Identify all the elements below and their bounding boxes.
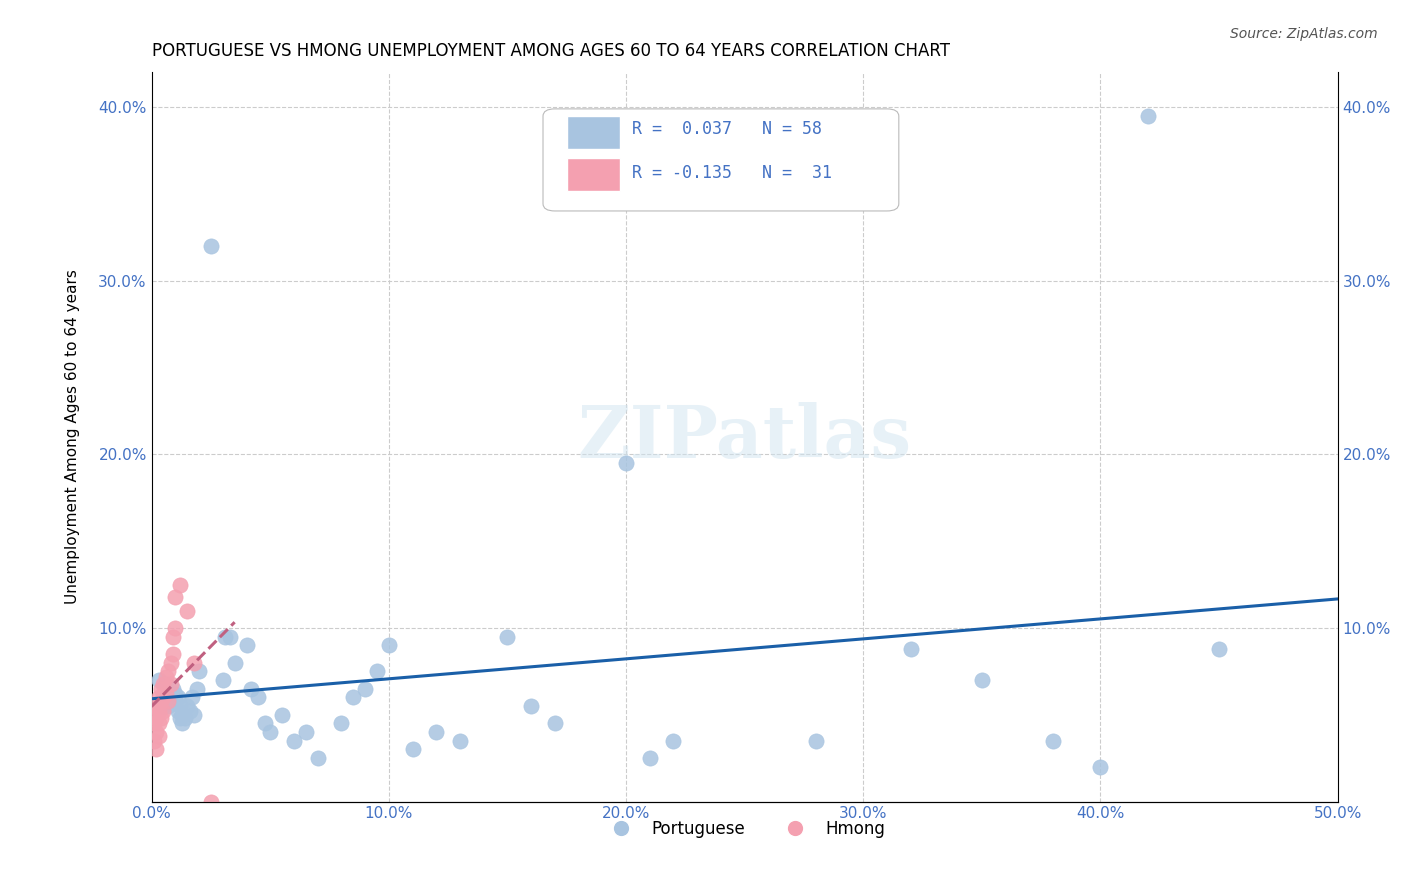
Point bbox=[150, 711, 173, 725]
Point bbox=[307, 751, 329, 765]
Point bbox=[152, 690, 174, 705]
Point bbox=[271, 707, 294, 722]
Point bbox=[188, 665, 211, 679]
Text: R =  0.037   N = 58: R = 0.037 N = 58 bbox=[631, 120, 823, 137]
FancyBboxPatch shape bbox=[567, 116, 620, 149]
Point bbox=[152, 699, 174, 714]
Point bbox=[162, 694, 184, 708]
Point bbox=[159, 656, 181, 670]
Point bbox=[169, 699, 191, 714]
Point bbox=[804, 734, 827, 748]
Point bbox=[155, 690, 177, 705]
Point bbox=[254, 716, 277, 731]
Point bbox=[145, 742, 167, 756]
Point bbox=[148, 690, 170, 705]
Text: PORTUGUESE VS HMONG UNEMPLOYMENT AMONG AGES 60 TO 64 YEARS CORRELATION CHART: PORTUGUESE VS HMONG UNEMPLOYMENT AMONG A… bbox=[152, 42, 949, 60]
Point bbox=[662, 734, 685, 748]
Point bbox=[150, 681, 173, 696]
Point bbox=[235, 638, 257, 652]
Point bbox=[614, 456, 637, 470]
Point bbox=[378, 638, 401, 652]
Point bbox=[183, 656, 205, 670]
Point bbox=[152, 704, 174, 718]
Point bbox=[159, 690, 181, 705]
Point bbox=[166, 704, 188, 718]
Text: R = -0.135   N =  31: R = -0.135 N = 31 bbox=[631, 164, 832, 182]
Point bbox=[970, 673, 993, 687]
Point bbox=[157, 694, 180, 708]
Point bbox=[449, 734, 471, 748]
Point bbox=[354, 681, 377, 696]
Point bbox=[342, 690, 364, 705]
Point bbox=[283, 734, 305, 748]
Point bbox=[169, 711, 191, 725]
Point bbox=[155, 669, 177, 683]
Point bbox=[176, 604, 198, 618]
Point bbox=[143, 707, 166, 722]
Y-axis label: Unemployment Among Ages 60 to 64 years: Unemployment Among Ages 60 to 64 years bbox=[66, 269, 80, 605]
Point bbox=[425, 725, 447, 739]
Point bbox=[186, 681, 208, 696]
Point bbox=[155, 687, 177, 701]
Point bbox=[366, 665, 388, 679]
Point bbox=[145, 725, 167, 739]
Point bbox=[240, 681, 263, 696]
Point bbox=[165, 590, 187, 604]
Point bbox=[1042, 734, 1064, 748]
Point bbox=[181, 690, 204, 705]
Point bbox=[1090, 760, 1112, 774]
Point bbox=[162, 681, 184, 696]
FancyBboxPatch shape bbox=[543, 109, 898, 211]
Point bbox=[165, 687, 187, 701]
Point bbox=[900, 641, 922, 656]
FancyBboxPatch shape bbox=[567, 159, 620, 191]
Point bbox=[401, 742, 423, 756]
Point bbox=[294, 725, 316, 739]
Point bbox=[148, 704, 170, 718]
Point bbox=[172, 707, 194, 722]
Point bbox=[214, 630, 236, 644]
Point bbox=[173, 711, 195, 725]
Point bbox=[157, 665, 180, 679]
Point bbox=[1208, 641, 1230, 656]
Point bbox=[165, 694, 187, 708]
Point bbox=[166, 690, 188, 705]
Point bbox=[1136, 109, 1159, 123]
Point bbox=[159, 676, 181, 690]
Point bbox=[219, 630, 242, 644]
Point bbox=[145, 711, 167, 725]
Point bbox=[330, 716, 353, 731]
Point bbox=[544, 716, 567, 731]
Point bbox=[211, 673, 233, 687]
Point bbox=[162, 647, 184, 661]
Point bbox=[152, 676, 174, 690]
Point bbox=[143, 716, 166, 731]
Point bbox=[148, 673, 170, 687]
Point bbox=[200, 239, 222, 253]
Point bbox=[200, 795, 222, 809]
Text: Source: ZipAtlas.com: Source: ZipAtlas.com bbox=[1230, 27, 1378, 41]
Point bbox=[145, 699, 167, 714]
Point bbox=[520, 699, 543, 714]
Point bbox=[157, 699, 180, 714]
Point bbox=[224, 656, 246, 670]
Point bbox=[247, 690, 270, 705]
Point bbox=[148, 729, 170, 743]
Point bbox=[150, 694, 173, 708]
Point bbox=[143, 734, 166, 748]
Point bbox=[165, 621, 187, 635]
Point bbox=[183, 707, 205, 722]
Point bbox=[259, 725, 281, 739]
Point bbox=[179, 704, 201, 718]
Point bbox=[169, 577, 191, 591]
Point bbox=[638, 751, 661, 765]
Text: ZIPatlas: ZIPatlas bbox=[578, 401, 911, 473]
Point bbox=[176, 699, 198, 714]
Point bbox=[148, 716, 170, 731]
Point bbox=[496, 630, 519, 644]
Legend: Portuguese, Hmong: Portuguese, Hmong bbox=[598, 813, 891, 845]
Point bbox=[172, 716, 194, 731]
Point bbox=[155, 676, 177, 690]
Point bbox=[162, 630, 184, 644]
